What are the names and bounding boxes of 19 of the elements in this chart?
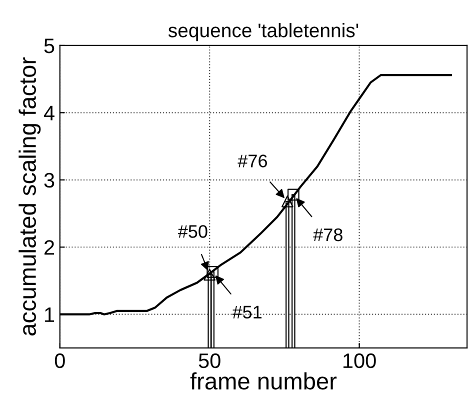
- y-tick-label: 4: [44, 106, 54, 120]
- annotation: #78: [313, 228, 342, 242]
- point: [206, 266, 219, 278]
- annotation: #76: [238, 154, 267, 168]
- chart-title: sequence 'tabletennis': [168, 23, 358, 42]
- annotation: #50: [178, 225, 208, 238]
- point: [287, 188, 300, 201]
- annotation: #51: [232, 306, 262, 318]
- x-axis-title: frame number: [190, 372, 337, 390]
- x-tick-label: 50: [198, 353, 220, 368]
- y-axis-title: accumulated scaling factor: [18, 57, 41, 336]
- y-tick-label: 5: [44, 38, 54, 54]
- y-tick-label: 1: [45, 308, 54, 322]
- point: [204, 268, 216, 281]
- x-tick-label: 0: [54, 353, 65, 368]
- x-tick-label: 100: [343, 353, 376, 368]
- y-tick-label: 3: [44, 172, 54, 188]
- y-tick-label: 2: [44, 240, 54, 255]
- point: [282, 195, 294, 208]
